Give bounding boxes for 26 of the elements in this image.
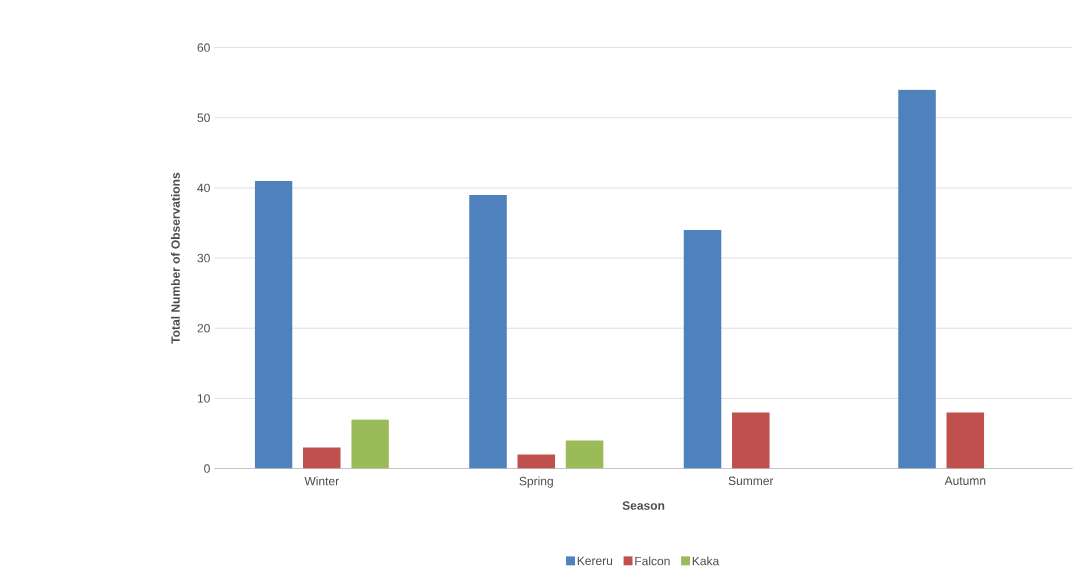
- y-tick-label: 10: [197, 394, 210, 403]
- bar: [565, 440, 604, 469]
- bar: [254, 180, 293, 469]
- x-tick-label: Spring: [519, 476, 553, 488]
- legend-label: Falcon: [635, 556, 670, 566]
- x-axis-title: Season: [622, 501, 665, 510]
- legend-label: Kereru: [577, 556, 613, 566]
- y-tick-label: 20: [197, 324, 210, 333]
- x-tick-label: Autumn: [944, 476, 986, 486]
- y-tick-label: 0: [204, 464, 210, 473]
- x-tick-label: Winter: [304, 476, 339, 486]
- x-tick-label: Summer: [728, 476, 774, 486]
- bar: [351, 419, 389, 469]
- legend-label: Kaka: [692, 556, 720, 566]
- y-axis-title: Total Number of Observations: [171, 172, 180, 344]
- bar: [683, 230, 722, 469]
- bar: [732, 412, 770, 469]
- y-tick-label: 50: [197, 113, 210, 123]
- bar: [517, 454, 556, 469]
- bar: [469, 195, 507, 469]
- bar: [946, 412, 985, 469]
- bar: [898, 89, 936, 469]
- y-tick-label: 30: [197, 253, 210, 263]
- bar: [303, 447, 341, 469]
- y-tick-label: 60: [197, 43, 210, 52]
- y-tick-label: 40: [197, 183, 210, 193]
